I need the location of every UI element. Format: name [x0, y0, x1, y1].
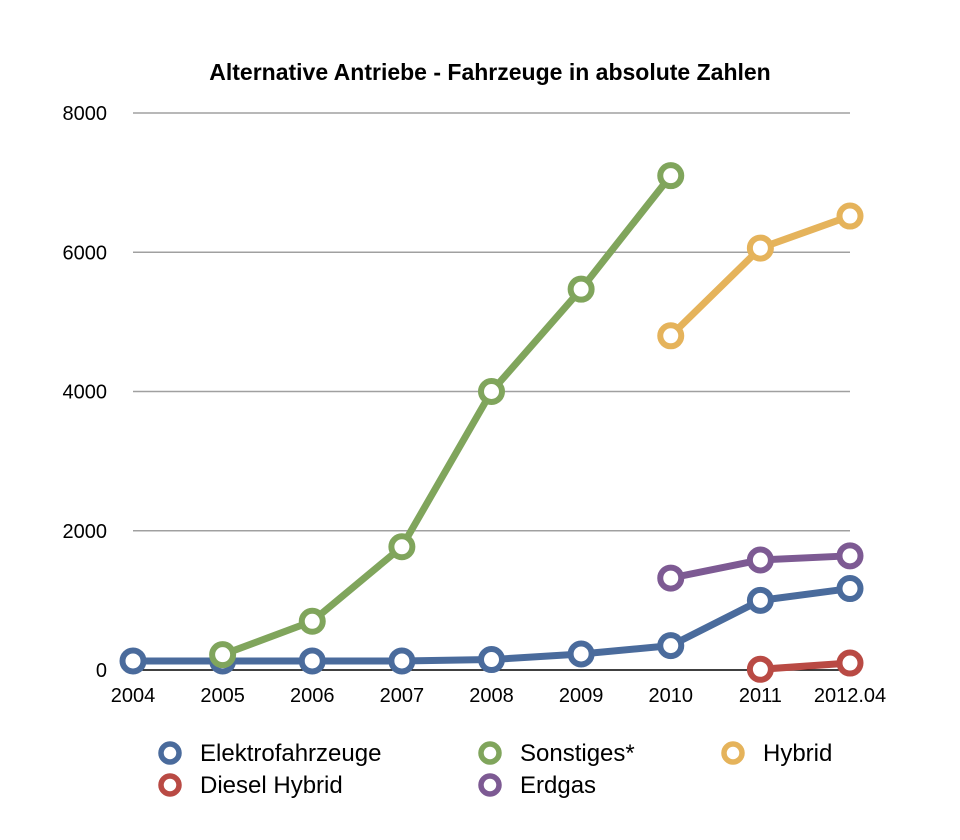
legend-item: Sonstiges*: [478, 740, 635, 767]
data-point: [657, 564, 685, 592]
y-tick-label: 6000: [63, 242, 108, 264]
legend-marker: [478, 773, 502, 797]
data-point: [478, 646, 505, 674]
legend-label: Diesel Hybrid: [200, 772, 343, 799]
data-point: [388, 647, 416, 675]
series-line: [667, 212, 854, 340]
data-point: [657, 632, 685, 660]
x-tick-label: 2010: [649, 685, 694, 707]
legend-label: Elektrofahrzeuge: [200, 740, 381, 767]
data-point: [298, 647, 326, 675]
data-point: [836, 542, 864, 570]
data-point: [836, 202, 864, 230]
legend-marker: [158, 741, 182, 765]
data-point: [746, 546, 774, 574]
data-point: [746, 655, 774, 683]
legend-label: Erdgas: [520, 772, 596, 799]
y-axis-ticks: 0 2000 4000 6000 8000: [63, 103, 108, 682]
data-point: [567, 640, 595, 668]
data-point: [746, 586, 774, 614]
legend-item: Erdgas: [478, 772, 596, 799]
x-tick-label: 2004: [111, 685, 156, 707]
series-erdgas: [657, 542, 864, 592]
legend-item: Diesel Hybrid: [158, 772, 343, 799]
data-point: [298, 607, 326, 635]
x-tick-label: 2005: [200, 685, 245, 707]
legend-label: Hybrid: [763, 740, 832, 767]
x-tick-label: 2007: [380, 685, 425, 707]
x-tick-label: 2012.04: [814, 685, 886, 707]
data-point: [657, 162, 685, 190]
legend-label: Sonstiges*: [520, 740, 635, 767]
legend-marker: [721, 741, 745, 765]
legend-item: Elektrofahrzeuge: [158, 740, 381, 767]
x-axis-ticks: 2004 2005 2006 2007 2008 2009 2010 2011 2012.04: [111, 685, 886, 707]
y-tick-label: 8000: [63, 103, 108, 125]
x-tick-label: 2008: [469, 685, 514, 707]
series-line: [219, 172, 675, 659]
data-point: [836, 649, 864, 677]
legend: Elektrofahrzeuge Sonstiges* Hybrid Diesel H…: [158, 740, 832, 799]
legend-marker: [158, 773, 182, 797]
legend-item: Hybrid: [721, 740, 832, 767]
data-point: [836, 575, 864, 603]
data-point: [746, 234, 774, 262]
y-tick-label: 2000: [63, 521, 108, 543]
x-tick-label: 2006: [290, 685, 335, 707]
data-point: [478, 378, 505, 405]
data-point: [119, 647, 147, 675]
x-tick-label: 2011: [739, 685, 782, 707]
data-point: [388, 533, 416, 561]
series-diesel-hybrid: [746, 649, 864, 683]
x-tick-label: 2009: [559, 685, 604, 707]
data-point: [657, 322, 685, 350]
legend-marker: [478, 741, 502, 765]
series-hybrid: [657, 202, 864, 350]
y-tick-label: 4000: [63, 382, 108, 404]
chart-title: Alternative Antriebe - Fahrzeuge in abso…: [209, 59, 770, 85]
series-sonstiges: [209, 162, 685, 669]
y-tick-label: 0: [96, 660, 107, 682]
data-point: [209, 641, 237, 669]
data-point: [567, 275, 595, 303]
series-line: [756, 659, 854, 673]
series-lines: [119, 162, 864, 683]
